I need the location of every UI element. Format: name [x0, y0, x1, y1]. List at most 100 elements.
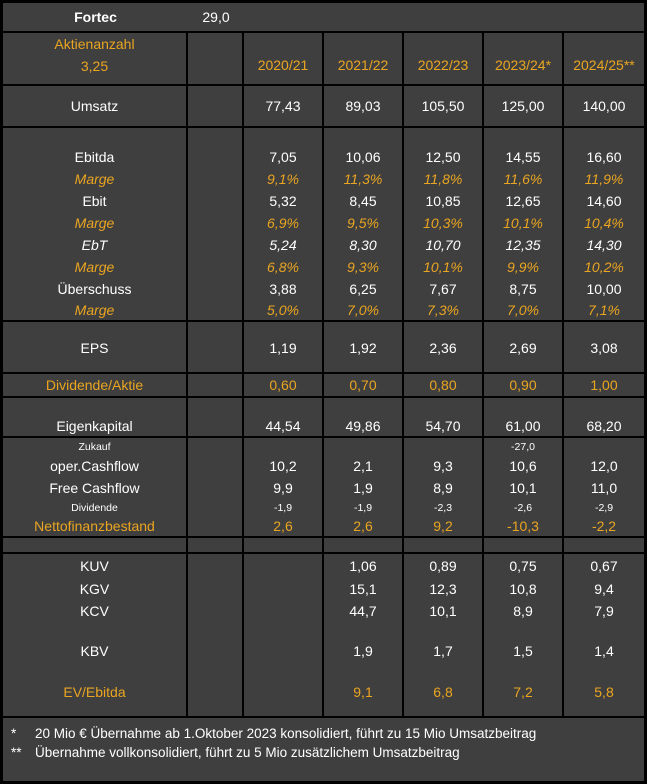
row-label[interactable]: EV/Ebitda: [3, 680, 188, 704]
cell-2021-22[interactable]: 1,9: [324, 640, 404, 662]
cell-2021-22[interactable]: [324, 704, 404, 716]
cell-2024-25[interactable]: 0,67: [590, 558, 618, 574]
cell-2023-24[interactable]: 7,2: [484, 680, 564, 704]
cell-col-b[interactable]: [188, 322, 244, 337]
cell-2024-25[interactable]: 10,2%: [584, 259, 624, 275]
cell-2024-25[interactable]: 1,00: [590, 377, 618, 393]
empty-cell[interactable]: [188, 33, 244, 84]
cell-2024-25[interactable]: 11,9%: [584, 171, 624, 187]
cell-col-b[interactable]: [188, 256, 244, 278]
empty-cell[interactable]: [244, 3, 324, 31]
cell-2021-22[interactable]: [324, 662, 404, 680]
cell-2023-24[interactable]: 12,35: [484, 234, 564, 256]
cell-2023-24[interactable]: 7,0%: [484, 300, 564, 320]
cell-2022-23[interactable]: 54,70: [404, 416, 484, 436]
cell-2020-21[interactable]: [244, 398, 324, 416]
cell-2024-25[interactable]: [564, 662, 644, 680]
row-label[interactable]: oper.Cashflow: [3, 455, 188, 477]
row-label[interactable]: [3, 704, 188, 716]
cell-2022-23[interactable]: 10,3%: [404, 212, 484, 234]
cell-2021-22[interactable]: 49,86: [324, 416, 404, 436]
row-label[interactable]: Dividende/Aktie: [3, 374, 188, 396]
cell-2023-24[interactable]: 9,9%: [484, 256, 564, 278]
row-label[interactable]: Ebit: [3, 190, 188, 212]
row-label[interactable]: KCV: [3, 600, 188, 622]
cell-col-b[interactable]: [188, 337, 244, 359]
cell-col-b[interactable]: [188, 477, 244, 499]
cell-2022-23[interactable]: 8,9: [404, 477, 484, 499]
cell-2022-23[interactable]: 12,50: [404, 146, 484, 168]
cell-2024-25[interactable]: 12,0: [590, 458, 618, 474]
cell-2021-22[interactable]: 9,3%: [324, 256, 404, 278]
row-label[interactable]: EPS: [3, 337, 188, 359]
row-label[interactable]: EbT: [3, 234, 188, 256]
cell-2024-25[interactable]: 9,4: [594, 581, 614, 597]
cell-2020-21[interactable]: [244, 359, 324, 372]
cell-2021-22[interactable]: 15,1: [324, 578, 404, 600]
cell-col-b[interactable]: [188, 190, 244, 212]
cell-2023-24[interactable]: 12,65: [484, 190, 564, 212]
cell-2024-25[interactable]: 11,0: [590, 480, 618, 496]
row-label[interactable]: Umsatz: [3, 86, 188, 126]
cell-2024-25[interactable]: [564, 398, 644, 416]
cell-2023-24[interactable]: 0,75: [484, 554, 564, 578]
cell-2021-22[interactable]: [324, 128, 404, 146]
cell-2021-22[interactable]: 8,45: [324, 190, 404, 212]
cell-2023-24[interactable]: 61,00: [484, 416, 564, 436]
cell-2021-22[interactable]: 9,5%: [324, 212, 404, 234]
cell-col-b[interactable]: [188, 600, 244, 622]
cell-2022-23[interactable]: 9,3: [404, 455, 484, 477]
cell-2022-23[interactable]: -2,3: [404, 499, 484, 516]
cell-2020-21[interactable]: [244, 538, 324, 552]
cell-2023-24[interactable]: 0,90: [484, 374, 564, 396]
cell-2022-23[interactable]: [404, 662, 484, 680]
cell-2020-21[interactable]: [244, 554, 324, 578]
cell-2024-25[interactable]: [564, 704, 644, 716]
cell-2021-22[interactable]: 2,1: [324, 455, 404, 477]
cell-2023-24[interactable]: 10,1: [484, 477, 564, 499]
cell-col-b[interactable]: [188, 438, 244, 455]
cell-col-b[interactable]: [188, 374, 244, 396]
cell-2022-23[interactable]: 11,8%: [404, 168, 484, 190]
row-label[interactable]: [3, 622, 188, 640]
empty-cell[interactable]: [324, 3, 404, 31]
cell-2023-24[interactable]: 8,9: [484, 600, 564, 622]
cell-2020-21[interactable]: 77,43: [244, 86, 324, 126]
cell-2024-25[interactable]: [564, 438, 644, 455]
cell-2024-25[interactable]: 5,8: [594, 684, 614, 700]
cell-2020-21[interactable]: 9,9: [244, 477, 324, 499]
cell-2020-21[interactable]: 44,54: [244, 416, 324, 436]
cell-2022-23[interactable]: [404, 438, 484, 455]
row-label[interactable]: [3, 398, 188, 416]
cell-2024-25[interactable]: 1,4: [594, 643, 614, 659]
row-label[interactable]: Marge: [3, 212, 188, 234]
cell-2023-24[interactable]: [484, 359, 564, 372]
cell-2021-22[interactable]: [324, 398, 404, 416]
row-label[interactable]: Zukauf: [3, 438, 188, 455]
cell-2021-22[interactable]: 1,9: [324, 477, 404, 499]
empty-cell[interactable]: [484, 3, 564, 31]
row-label[interactable]: Marge: [3, 168, 188, 190]
cell-2020-21[interactable]: 9,1%: [244, 168, 324, 190]
cell-2022-23[interactable]: 0,89: [404, 554, 484, 578]
cell-2024-25[interactable]: [564, 322, 644, 337]
share-price-cell[interactable]: 29,0: [202, 9, 230, 25]
cell-2023-24[interactable]: 1,5: [484, 640, 564, 662]
row-label[interactable]: KUV: [3, 554, 188, 578]
cell-2024-25[interactable]: [564, 622, 644, 640]
cell-col-b[interactable]: [188, 680, 244, 704]
empty-cell[interactable]: [564, 3, 644, 31]
cell-2022-23[interactable]: 10,70: [404, 234, 484, 256]
row-label[interactable]: [3, 538, 188, 552]
cell-2022-23[interactable]: 12,3: [404, 578, 484, 600]
cell-2020-21[interactable]: [244, 128, 324, 146]
year-header-2023-24[interactable]: 2023/24*: [484, 33, 564, 84]
cell-col-b[interactable]: [188, 499, 244, 516]
cell-2024-25[interactable]: [564, 359, 644, 372]
cell-col-b[interactable]: [188, 359, 244, 372]
cell-2021-22[interactable]: 2,6: [324, 516, 404, 536]
company-name[interactable]: Fortec: [74, 9, 117, 25]
cell-col-b[interactable]: [188, 212, 244, 234]
cell-2020-21[interactable]: [244, 662, 324, 680]
share-count-header-cell[interactable]: Aktienanzahl 3,25: [3, 33, 188, 84]
